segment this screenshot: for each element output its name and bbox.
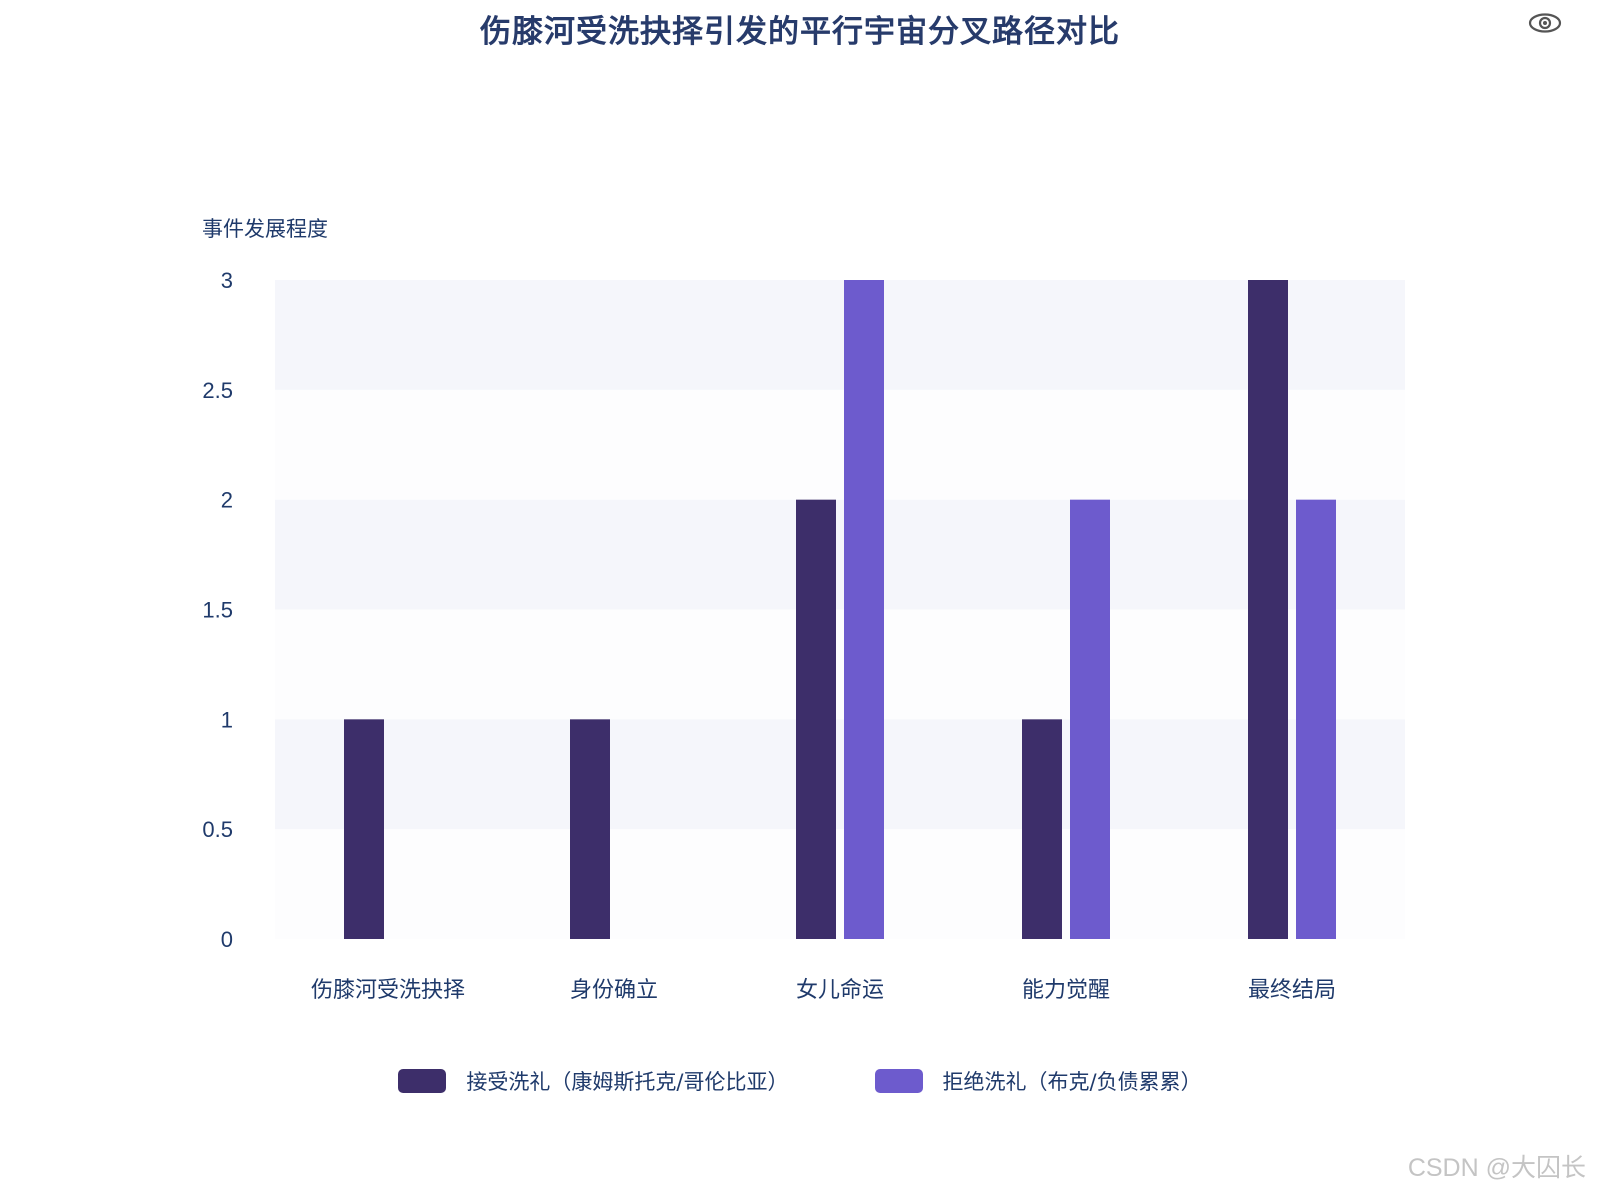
grid-band bbox=[275, 389, 1405, 500]
y-axis-label: 事件发展程度 bbox=[202, 217, 328, 241]
bar-reject-4 bbox=[1296, 499, 1336, 939]
x-tick-label: 身份确立 bbox=[570, 978, 658, 1003]
legend-swatch-accept bbox=[398, 1069, 447, 1093]
bar-reject-3 bbox=[1070, 499, 1110, 939]
legend-item-reject[interactable]: 拒绝洗礼（布克/负债累累） bbox=[874, 1066, 1202, 1096]
grid-band bbox=[275, 609, 1405, 720]
y-tick-label: 3 bbox=[221, 268, 233, 293]
legend-item-accept[interactable]: 接受洗礼（康姆斯托克/哥伦比亚） bbox=[398, 1066, 789, 1096]
watermark: CSDN @大囚长 bbox=[1407, 1154, 1586, 1182]
y-tick-label: 2.5 bbox=[202, 378, 233, 403]
bar-accept-0 bbox=[344, 719, 384, 939]
bar-accept-2 bbox=[796, 499, 836, 939]
x-tick-label: 最终结局 bbox=[1248, 978, 1336, 1003]
y-tick-label: 1.5 bbox=[202, 598, 233, 623]
bar-accept-1 bbox=[570, 719, 610, 939]
bar-reject-2 bbox=[844, 280, 884, 939]
legend-label-accept: 接受洗礼（康姆斯托克/哥伦比亚） bbox=[466, 1070, 789, 1094]
legend-swatch-reject bbox=[874, 1069, 923, 1093]
y-tick-label: 2 bbox=[221, 488, 233, 513]
y-tick-label: 1 bbox=[221, 707, 233, 732]
grid-band bbox=[275, 280, 1405, 390]
chart-title: 伤膝河受洗抉择引发的平行宇宙分叉路径对比 bbox=[480, 14, 1120, 50]
x-tick-label: 能力觉醒 bbox=[1022, 978, 1110, 1003]
bar-accept-3 bbox=[1022, 719, 1062, 939]
legend-label-reject: 拒绝洗礼（布克/负债累累） bbox=[942, 1070, 1202, 1094]
eye-icon[interactable] bbox=[1528, 12, 1562, 34]
legend: 接受洗礼（康姆斯托克/哥伦比亚） 拒绝洗礼（布克/负债累累） bbox=[0, 1066, 1600, 1096]
y-tick-label: 0.5 bbox=[202, 817, 233, 842]
grid-band bbox=[275, 499, 1405, 610]
bar-accept-4 bbox=[1248, 280, 1288, 939]
x-tick-label: 女儿命运 bbox=[796, 978, 884, 1003]
y-tick-label: 0 bbox=[221, 927, 233, 952]
grid-band bbox=[275, 829, 1405, 939]
grid-band bbox=[275, 719, 1405, 830]
x-tick-label: 伤膝河受洗抉择 bbox=[311, 978, 465, 1003]
